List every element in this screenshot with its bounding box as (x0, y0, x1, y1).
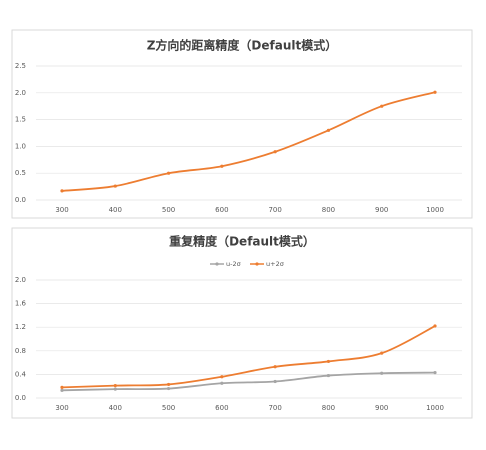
chart-title: Z方向的距离精度（Default模式） (147, 38, 338, 53)
y-tick-label: 0.4 (15, 370, 27, 378)
y-tick-label: 0.8 (15, 347, 26, 355)
x-tick-label: 400 (109, 404, 122, 412)
x-tick-label: 300 (55, 206, 68, 214)
point (113, 184, 117, 188)
x-tick-label: 600 (215, 404, 228, 412)
series-line (61, 371, 436, 392)
y-tick-label: 2.5 (15, 62, 26, 70)
x-tick-label: 700 (268, 404, 281, 412)
legend-label: u-2σ (226, 260, 241, 268)
x-tick-label: 1000 (426, 404, 444, 412)
point (273, 150, 277, 154)
point (220, 381, 224, 385)
series-line (61, 91, 436, 192)
point (166, 171, 171, 175)
point (60, 189, 64, 193)
chart-frame (11, 29, 473, 219)
point (220, 164, 224, 168)
x-tick-label: 800 (322, 206, 335, 214)
point (380, 104, 384, 108)
y-tick-label: 2.0 (15, 89, 26, 97)
x-tick-label: 300 (55, 404, 68, 412)
x-tick-label: 900 (375, 206, 388, 214)
point (326, 359, 331, 364)
point (433, 324, 437, 328)
point (113, 384, 117, 388)
point (273, 379, 277, 384)
x-tick-label: 900 (375, 404, 388, 412)
y-tick-label: 1.6 (15, 300, 27, 308)
point (166, 386, 171, 391)
point (273, 365, 277, 369)
chart-title: 重复精度（Default模式） (169, 234, 315, 249)
x-tick-label: 800 (322, 404, 335, 412)
legend-label: u+2σ (266, 260, 284, 268)
legend-marker (215, 262, 219, 266)
x-tick-label: 700 (268, 206, 281, 214)
point (166, 382, 171, 387)
point (60, 388, 64, 392)
y-tick-label: 0.0 (15, 196, 26, 204)
x-tick-label: 500 (162, 206, 175, 214)
y-tick-label: 0.0 (15, 394, 26, 402)
y-tick-label: 1.5 (15, 116, 26, 124)
x-tick-label: 400 (109, 206, 122, 214)
y-tick-label: 0.5 (15, 169, 26, 177)
x-tick-label: 600 (215, 206, 228, 214)
point (113, 387, 117, 391)
point (433, 90, 437, 94)
point (433, 371, 437, 375)
point (380, 371, 384, 375)
x-tick-label: 1000 (426, 206, 444, 214)
point (326, 128, 331, 132)
x-tick-label: 500 (162, 404, 175, 412)
point (380, 351, 384, 355)
legend-marker (255, 262, 259, 266)
y-tick-label: 1.0 (15, 142, 26, 150)
point (326, 373, 331, 378)
point (220, 375, 224, 379)
point (60, 385, 64, 389)
y-tick-label: 1.2 (15, 323, 26, 331)
y-tick-label: 2.0 (15, 276, 26, 284)
series-line (61, 325, 436, 389)
